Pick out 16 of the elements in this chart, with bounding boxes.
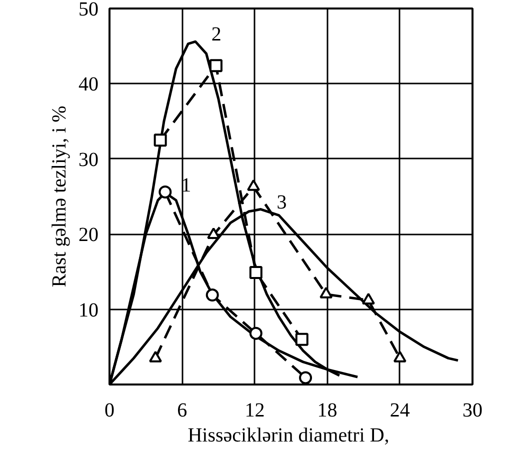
x-tick-label: 6 xyxy=(177,400,188,422)
y-axis-title: Rast gəlmə tezliyi, i % xyxy=(48,106,70,288)
y-tick-label: 40 xyxy=(78,74,98,96)
y-tick-label: 10 xyxy=(78,299,98,322)
y-tick-label: 30 xyxy=(78,148,98,171)
x-tick-label: 30 xyxy=(462,400,482,422)
y-tick-label: 50 xyxy=(78,0,98,20)
y-tick-label: 20 xyxy=(78,224,98,246)
x-tick-label: 24 xyxy=(390,400,410,422)
x-axis-title: Hissəciklərin diametri D, xyxy=(188,424,390,446)
series-label: 1 xyxy=(181,174,192,197)
x-tick-label: 12 xyxy=(244,400,265,422)
series-label: 3 xyxy=(276,191,287,214)
x-tick-label: 0 xyxy=(104,400,114,422)
series-label: 2 xyxy=(211,24,222,46)
x-tick-label: 18 xyxy=(317,400,338,422)
